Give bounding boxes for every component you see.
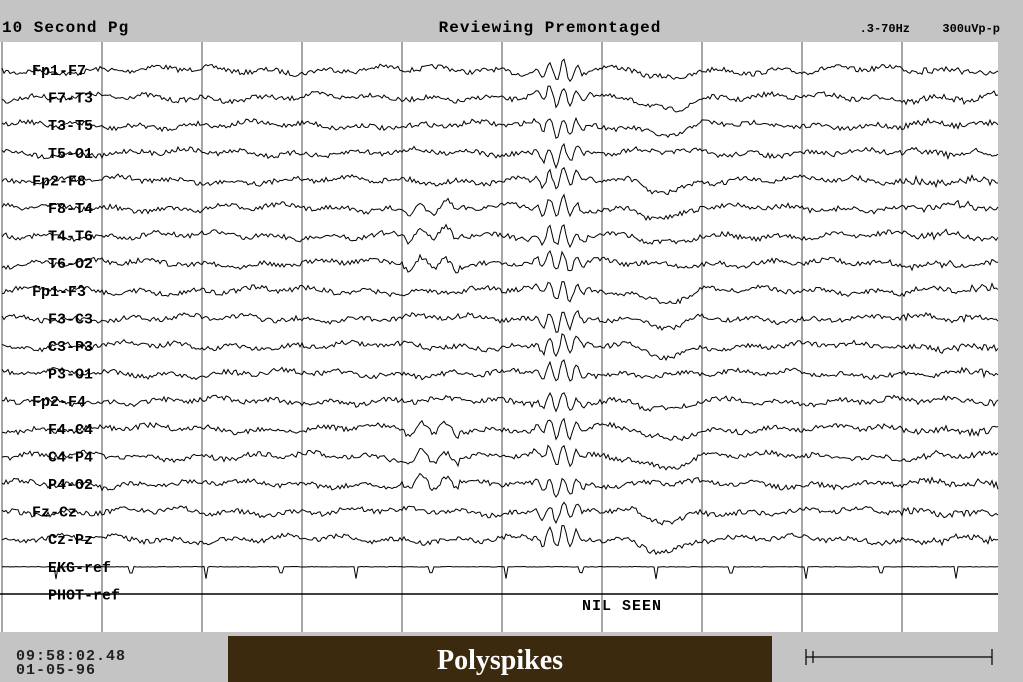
eeg-trace [2, 281, 999, 305]
eeg-trace [1, 116, 999, 139]
time: 09:58:02.48 [16, 648, 126, 665]
eeg-trace [1, 501, 999, 526]
date: 01-05-96 [16, 662, 96, 679]
page-length: 10 Second Pg [2, 19, 129, 37]
channel-label: Fp1-F7 [32, 63, 86, 80]
channel-label: T5-O1 [48, 146, 93, 163]
channel-label: F7-T3 [48, 91, 93, 108]
eeg-trace [1, 472, 999, 498]
channel-label: Fp1-F3 [32, 284, 86, 301]
eeg-trace [1, 309, 999, 333]
eeg-trace [1, 249, 999, 274]
caption-box [228, 636, 772, 682]
channel-label: Fp2-F4 [32, 394, 86, 411]
caption: Polyspikes [437, 645, 563, 676]
channel-label: T3-T5 [48, 118, 93, 135]
channel-label: F8-T4 [48, 201, 93, 218]
channel-label: Fz-Cz [32, 505, 77, 522]
eeg-trace [1, 359, 999, 382]
eeg-trace [1, 391, 999, 413]
channel-label: PHOT-ref [48, 587, 120, 604]
photic-note: NIL SEEN [582, 598, 662, 615]
eeg-trace [1, 223, 999, 249]
eeg-trace [1, 58, 999, 83]
channel-label: C4-P4 [48, 449, 93, 466]
filter: .3-70Hz [860, 22, 910, 36]
eeg-trace [1, 417, 999, 442]
channel-label: EKG-ref [48, 560, 111, 577]
channel-label: P4-O2 [48, 477, 93, 494]
channel-label: F3-C3 [48, 311, 93, 328]
eeg-trace [1, 166, 999, 196]
eeg-trace [1, 565, 999, 580]
channel-label: C3-P3 [48, 339, 93, 356]
channel-label: Fp2-F8 [32, 173, 86, 190]
eeg-trace [1, 444, 999, 471]
channel-label: P3-O1 [48, 367, 93, 384]
eeg-trace [1, 142, 999, 170]
eeg-trace [1, 333, 999, 362]
mode: Reviewing Premontaged [439, 19, 662, 37]
channel-label: T6-O2 [48, 256, 93, 273]
trace-panel [0, 42, 998, 632]
eeg-trace [1, 85, 999, 113]
eeg-trace [1, 524, 999, 556]
channel-label: Cz-Pz [48, 532, 93, 549]
sensitivity: 300uVp-p [942, 22, 1000, 36]
scale-bar [805, 649, 993, 665]
channel-label: T4-T6 [48, 229, 93, 246]
channel-label: F4-C4 [48, 422, 93, 439]
eeg-trace [1, 193, 999, 221]
